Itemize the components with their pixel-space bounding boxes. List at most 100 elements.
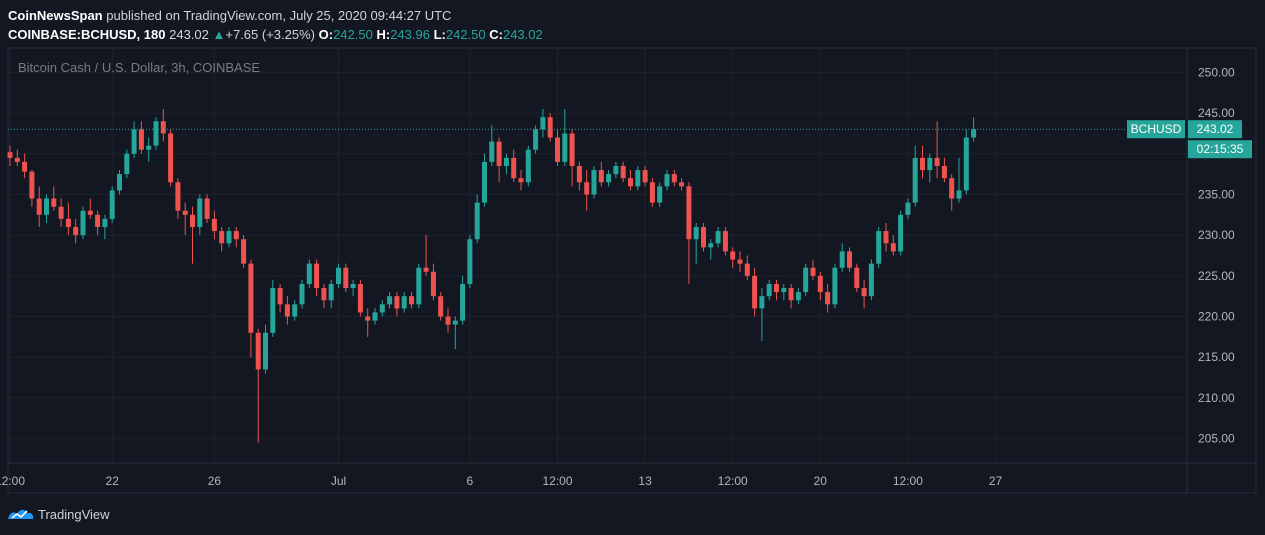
candle-body [336,267,341,284]
candle-body [109,190,115,219]
candle-body [555,137,560,162]
candle-body [219,231,225,244]
candle-body [226,231,232,244]
candle-body [949,178,955,199]
candle-body [22,161,28,172]
candle-body [277,288,283,305]
high-value: 243.96 [390,27,430,42]
candle-body [927,157,933,171]
candle-body [657,186,663,203]
candle-body [29,171,35,199]
x-tick-label: 12:00 [0,474,25,488]
candle-body [241,239,247,264]
candle-body [452,320,458,325]
candle-body [496,141,502,166]
candle-body [701,227,706,248]
footer-brand[interactable]: TradingView [38,506,110,522]
candle-body [963,137,969,191]
candle-body [832,267,838,305]
candle-body [664,174,670,187]
candle-body [95,214,101,228]
candle-body [299,283,305,305]
candle-body [343,267,349,289]
low-value: 242.50 [445,27,486,42]
candle-body [284,304,290,317]
candle-body [365,316,371,321]
candle-body [533,129,539,150]
candle-body [788,288,794,301]
candle-body [423,267,429,272]
candle-body [131,129,137,154]
candle-body [912,157,918,203]
candle-body [620,165,626,179]
candle-body [686,186,692,240]
candle-body [306,263,312,284]
ohlc-line: COINBASE:BCHUSD, 180 243.02 ▲+7.65 (+3.2… [8,25,543,44]
chart-header: CoinNewsSpan published on TradingView.co… [8,6,543,44]
x-tick-label: 27 [989,474,1003,488]
tradingview-logo-icon[interactable] [8,506,34,522]
candle-body [642,170,648,183]
candle-body [182,210,188,215]
candle-body [737,259,743,264]
candle-body [774,283,779,293]
candle-body [292,304,298,317]
candle-body [460,283,466,321]
candle-body [752,275,758,309]
candle-body [211,218,217,232]
candle-body [394,296,400,309]
y-tick-label: 210.00 [1198,391,1235,405]
close-label: C: [489,27,503,42]
candle-body [861,288,867,297]
low-label: L: [433,27,446,42]
last-price-tag-label: 243.02 [1197,122,1234,136]
candle-body [817,275,823,293]
candle-body [87,210,93,215]
countdown-tag [1188,140,1252,159]
candle-body [569,133,575,166]
last-price-tag [1188,120,1242,139]
candle-body [190,214,195,228]
candle-body [124,153,130,175]
candle-body [934,157,940,166]
x-tick-label: 26 [208,474,222,488]
candle-body [781,288,787,293]
candle-body [350,283,356,289]
x-tick-label: 12:00 [718,474,748,488]
candle-body [649,182,655,203]
candle-body [80,210,86,236]
candle-body [248,263,254,333]
candle-body [825,292,831,305]
y-tick-label: 205.00 [1198,432,1235,446]
candle-body [898,214,904,252]
candle-body [883,231,889,244]
candle-body [890,243,896,252]
change-up-icon: ▲ [212,27,226,42]
candle-body [971,129,977,138]
candle-body [73,227,79,236]
candle-body [467,239,473,284]
candle-body [839,251,845,268]
candle-body [146,145,152,150]
chart-frame [7,47,1257,494]
candle-body [328,283,334,301]
x-tick-label: 12:00 [542,474,572,488]
candle-body [693,227,699,240]
close-value: 243.02 [502,27,543,42]
candle-body [613,165,619,175]
candle-body [401,296,407,309]
candle-body [204,198,210,219]
candle-body [197,198,203,228]
candle-body [14,157,20,162]
candle-body [540,117,546,130]
candle-body [847,251,852,268]
candle-body [474,202,480,240]
x-tick-label: 22 [106,474,120,488]
publish-line: CoinNewsSpan published on TradingView.co… [8,6,543,25]
candle-body [409,296,414,305]
change-value: +7.65 (+3.25%) [225,27,315,42]
candle-body [153,121,159,146]
candle-body [175,182,181,211]
publisher-name[interactable]: CoinNewsSpan [8,8,103,23]
